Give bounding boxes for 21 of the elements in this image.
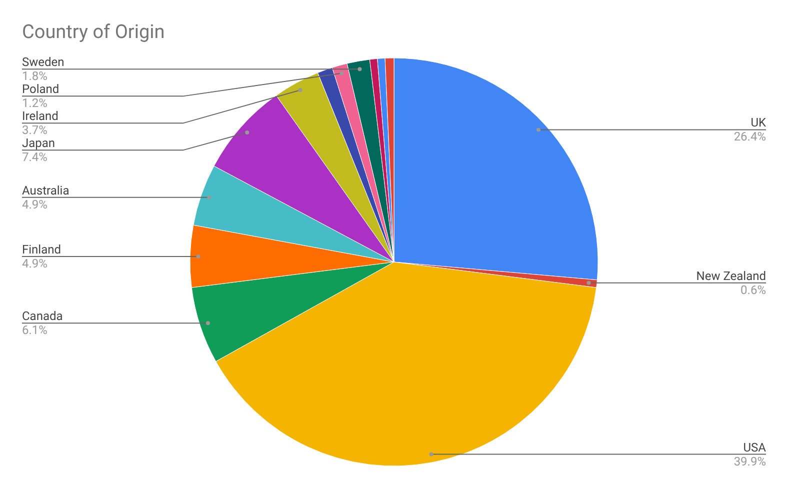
data-label: 4.9% (22, 256, 48, 270)
data-label: 3.7% (22, 123, 48, 138)
slice-label: Ireland (22, 109, 58, 124)
data-label: 4.9% (22, 197, 48, 212)
data-label: 0.6% (740, 282, 766, 297)
data-label: 1.2% (22, 96, 48, 110)
slice-label: Finland (22, 242, 62, 256)
slice-label: Australia (22, 183, 70, 198)
slice-label: Poland (22, 82, 60, 96)
data-label: 1.8% (22, 69, 48, 84)
slice-label: Sweden (22, 55, 64, 70)
data-label: 26.4% (734, 130, 766, 144)
chart-title: Country of Origin (22, 20, 165, 43)
data-label: 7.4% (22, 150, 48, 164)
data-label: 39.9% (734, 454, 766, 468)
slice-label: UK (750, 116, 766, 130)
slice-label: New Zealand (696, 268, 766, 283)
data-label: 6.1% (22, 323, 48, 338)
slice-label: Canada (22, 309, 63, 324)
slice-label: USA (743, 440, 766, 454)
slice-label: Japan (22, 136, 56, 150)
